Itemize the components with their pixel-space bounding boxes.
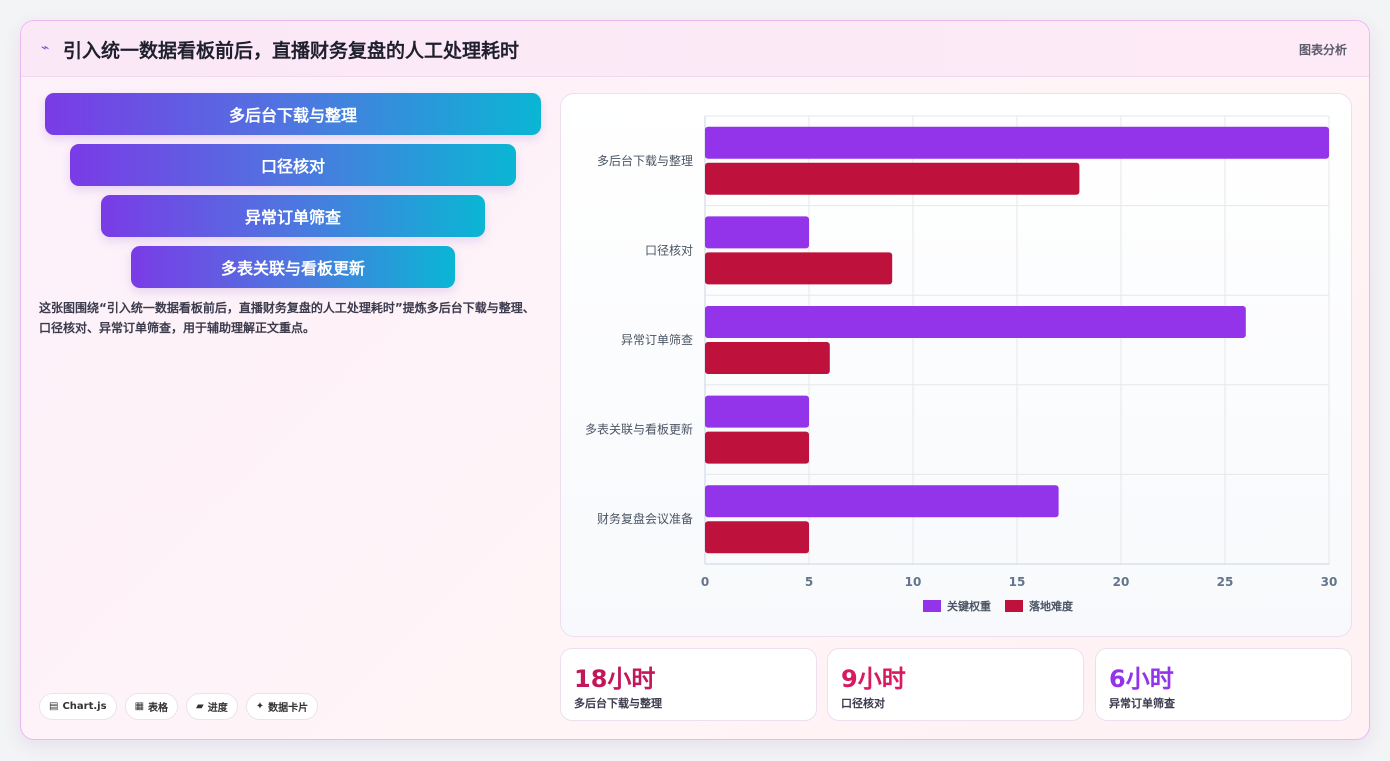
x-tick-label: 10	[905, 575, 922, 589]
y-tick-label: 多后台下载与整理	[597, 153, 693, 168]
chart-analysis-tag: 图表分析	[1298, 43, 1347, 57]
chip-chartjs[interactable]: ▤ Chart.js	[39, 693, 117, 720]
chip-table[interactable]: ▦ 表格	[124, 693, 179, 720]
chip-label: 进度	[207, 703, 228, 714]
bar	[705, 252, 893, 285]
legend-label: 关键权重	[947, 599, 991, 613]
funnel-step-label: 多表关联与看板更新	[220, 259, 365, 278]
stat-card-1: 18小时 多后台下载与整理	[560, 648, 817, 721]
funnel-step-label: 异常订单筛查	[244, 208, 341, 227]
table-icon: ▦	[134, 701, 145, 712]
legend-swatch	[1005, 600, 1023, 612]
legend-swatch	[923, 600, 941, 612]
card-header: ⌁ 引入统一数据看板前后，直播财务复盘的人工处理耗时 图表分析	[21, 21, 1369, 77]
x-tick-label: 15	[1009, 575, 1026, 589]
chip-label: 表格	[148, 703, 169, 714]
chip-data-cards[interactable]: ✦ 数据卡片	[245, 693, 319, 720]
progress-icon: ▰	[196, 701, 204, 712]
chart-panel: 多后台下载与整理口径核对异常订单筛查多表关联与看板更新财务复盘会议准备 0 5 10 1…	[560, 93, 1352, 637]
x-tick-label: 20	[1113, 575, 1130, 589]
stat-label: 异常订单筛查	[1109, 697, 1175, 710]
x-tick-label: 25	[1217, 575, 1234, 589]
bar	[705, 306, 1246, 338]
bar	[705, 485, 1059, 518]
y-tick-label: 口径核对	[645, 243, 693, 257]
funnel-step-label: 多后台下载与整理	[228, 106, 357, 125]
chart-description: 这张图围绕“引入统一数据看板前后，直播财务复盘的人工处理耗时”提炼多后台下载与整…	[39, 301, 535, 335]
funnel-step-4: 多表关联与看板更新	[131, 246, 455, 288]
funnel-step-label: 口径核对	[260, 157, 325, 176]
chip-progress[interactable]: ▰ 进度	[186, 693, 238, 720]
page-title: 引入统一数据看板前后，直播财务复盘的人工处理耗时	[63, 40, 520, 62]
stat-card-2: 9小时 口径核对	[827, 648, 1084, 721]
x-tick-label: 30	[1321, 575, 1338, 589]
stat-value: 18小时	[574, 665, 656, 693]
bar	[705, 521, 809, 554]
y-tick-label: 多表关联与看板更新	[585, 422, 693, 437]
bar	[705, 342, 830, 374]
legend-label: 落地难度	[1029, 599, 1074, 613]
tag-chips: ▤ Chart.js ▦ 表格 ▰ 进度 ✦ 数据卡片	[39, 693, 319, 720]
bar	[705, 216, 809, 249]
report-card: ⌁ 引入统一数据看板前后，直播财务复盘的人工处理耗时 图表分析 多后台下载与整理…	[20, 20, 1370, 740]
bar	[705, 126, 1329, 159]
stat-value: 6小时	[1109, 665, 1174, 693]
sparkle-icon: ✦	[255, 701, 265, 712]
x-tick-label: 0	[701, 575, 709, 589]
y-tick-label: 异常订单筛查	[621, 332, 693, 347]
x-tick-label: 5	[805, 575, 813, 589]
stat-card-3: 6小时 异常订单筛查	[1095, 648, 1352, 721]
funnel-step-2: 口径核对	[70, 144, 516, 186]
bar	[705, 395, 809, 428]
chip-label: 数据卡片	[268, 703, 309, 714]
funnel-step-1: 多后台下载与整理	[45, 93, 541, 135]
stat-value: 9小时	[841, 665, 906, 693]
funnel-step-3: 异常订单筛查	[101, 195, 485, 237]
bar	[705, 162, 1080, 195]
bar	[705, 431, 809, 464]
chart-icon: ▤	[49, 701, 59, 712]
stat-label: 口径核对	[841, 697, 885, 710]
chart-line-icon: ⌁	[41, 40, 50, 56]
y-tick-label: 财务复盘会议准备	[597, 511, 693, 526]
stat-label: 多后台下载与整理	[574, 697, 662, 710]
chip-label: Chart.js	[62, 701, 107, 712]
